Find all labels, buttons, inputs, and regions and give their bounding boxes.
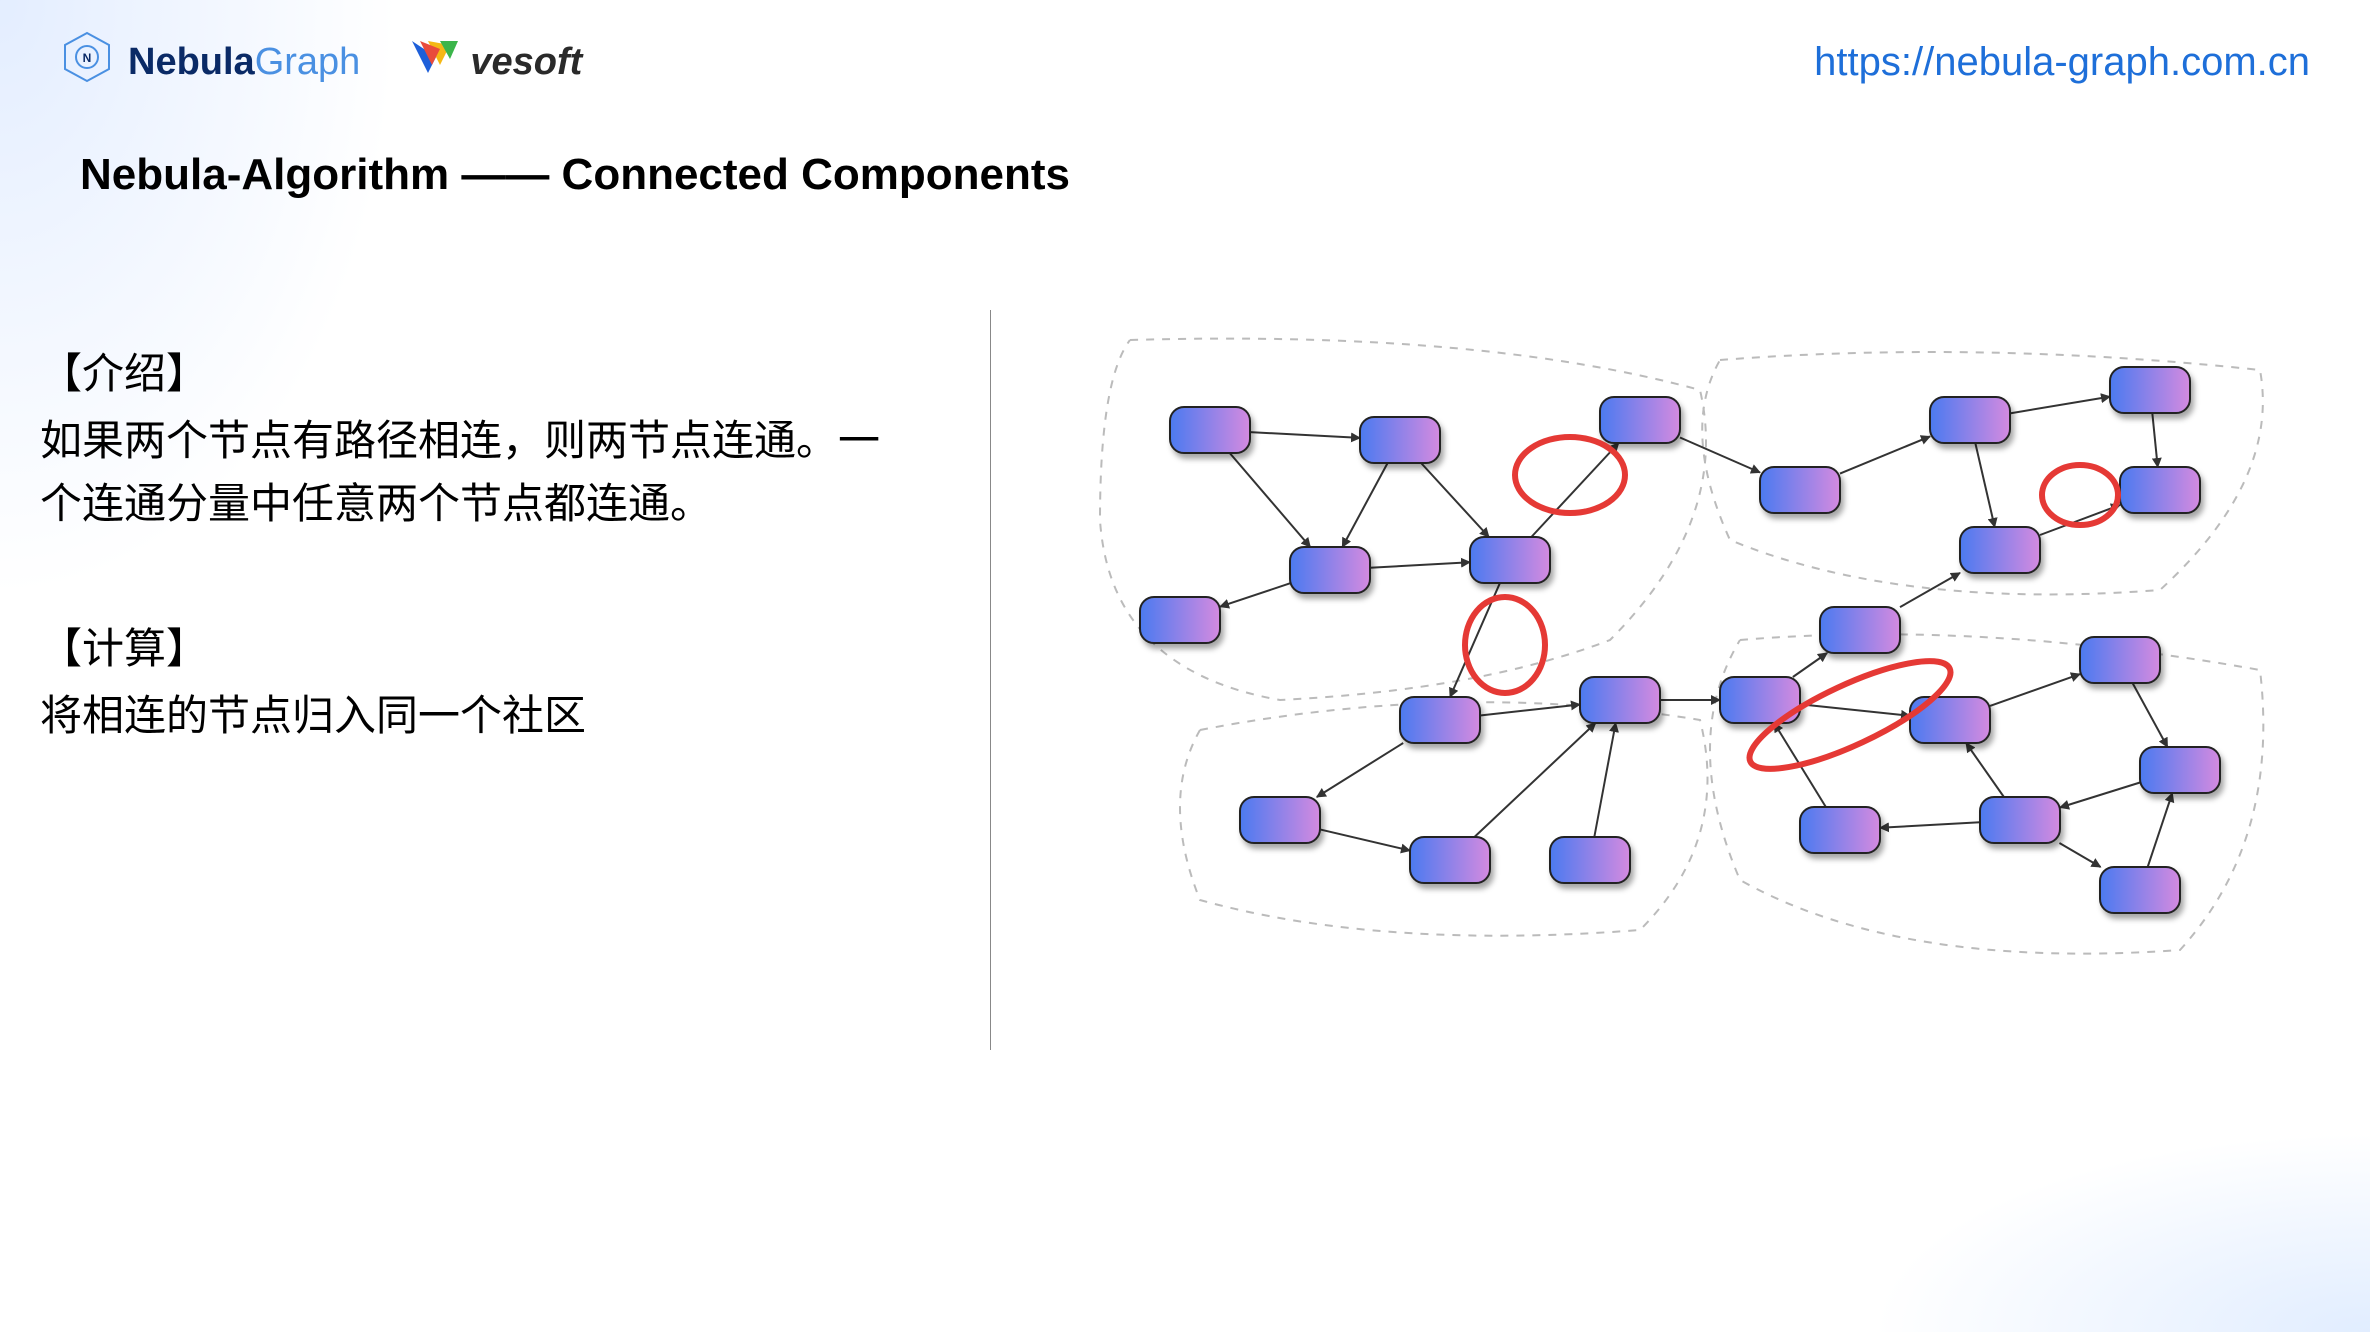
graph-node bbox=[1140, 597, 1220, 643]
svg-text:N: N bbox=[83, 51, 92, 65]
graph-node bbox=[1290, 547, 1370, 593]
nodes bbox=[1140, 367, 2220, 913]
graph-node bbox=[1170, 407, 1250, 453]
site-url[interactable]: https://nebula-graph.com.cn bbox=[1814, 40, 2310, 85]
nebula-hex-icon: N bbox=[60, 30, 114, 94]
graph-node bbox=[2120, 467, 2200, 513]
vertical-divider bbox=[990, 310, 991, 1050]
nebula-text-part2: Graph bbox=[255, 41, 361, 83]
vesoft-logo: vesoft bbox=[410, 37, 582, 87]
nebula-graph-logo: N NebulaGraph bbox=[60, 30, 360, 94]
intro-body: 如果两个节点有路径相连，则两节点连通。一个连通分量中任意两个节点都连通。 bbox=[40, 409, 920, 535]
graph-node bbox=[1580, 677, 1660, 723]
graph-node bbox=[2080, 637, 2160, 683]
graph-node bbox=[1410, 837, 1490, 883]
graph-node bbox=[1930, 397, 2010, 443]
graph-node bbox=[1600, 397, 1680, 443]
graph-node bbox=[1240, 797, 1320, 843]
graph-node bbox=[1360, 417, 1440, 463]
vesoft-v-icon bbox=[410, 37, 460, 87]
graph-node bbox=[1550, 837, 1630, 883]
text-content: 【介绍】 如果两个节点有路径相连，则两节点连通。一个连通分量中任意两个节点都连通… bbox=[40, 340, 920, 827]
graph-node bbox=[1820, 607, 1900, 653]
nebula-text-part1: Nebula bbox=[128, 41, 255, 83]
slide-title: Nebula-Algorithm —— Connected Components bbox=[80, 150, 1070, 200]
graph-node bbox=[1470, 537, 1550, 583]
calc-body: 将相连的节点归入同一个社区 bbox=[40, 684, 920, 747]
graph-node bbox=[2100, 867, 2180, 913]
graph-node bbox=[2110, 367, 2190, 413]
network-diagram bbox=[1080, 320, 2330, 1020]
graph-node bbox=[2140, 747, 2220, 793]
intro-heading: 【介绍】 bbox=[40, 340, 920, 401]
calc-heading: 【计算】 bbox=[40, 615, 920, 676]
graph-node bbox=[1400, 697, 1480, 743]
vesoft-text: vesoft bbox=[470, 41, 582, 84]
graph-node bbox=[1980, 797, 2060, 843]
graph-node bbox=[1960, 527, 2040, 573]
graph-node bbox=[1760, 467, 1840, 513]
header: N NebulaGraph vesoft https://nebula-grap… bbox=[60, 30, 2310, 94]
logo-group: N NebulaGraph vesoft bbox=[60, 30, 582, 94]
graph-node bbox=[1800, 807, 1880, 853]
bg-accent-bottom-right bbox=[1870, 1132, 2370, 1332]
